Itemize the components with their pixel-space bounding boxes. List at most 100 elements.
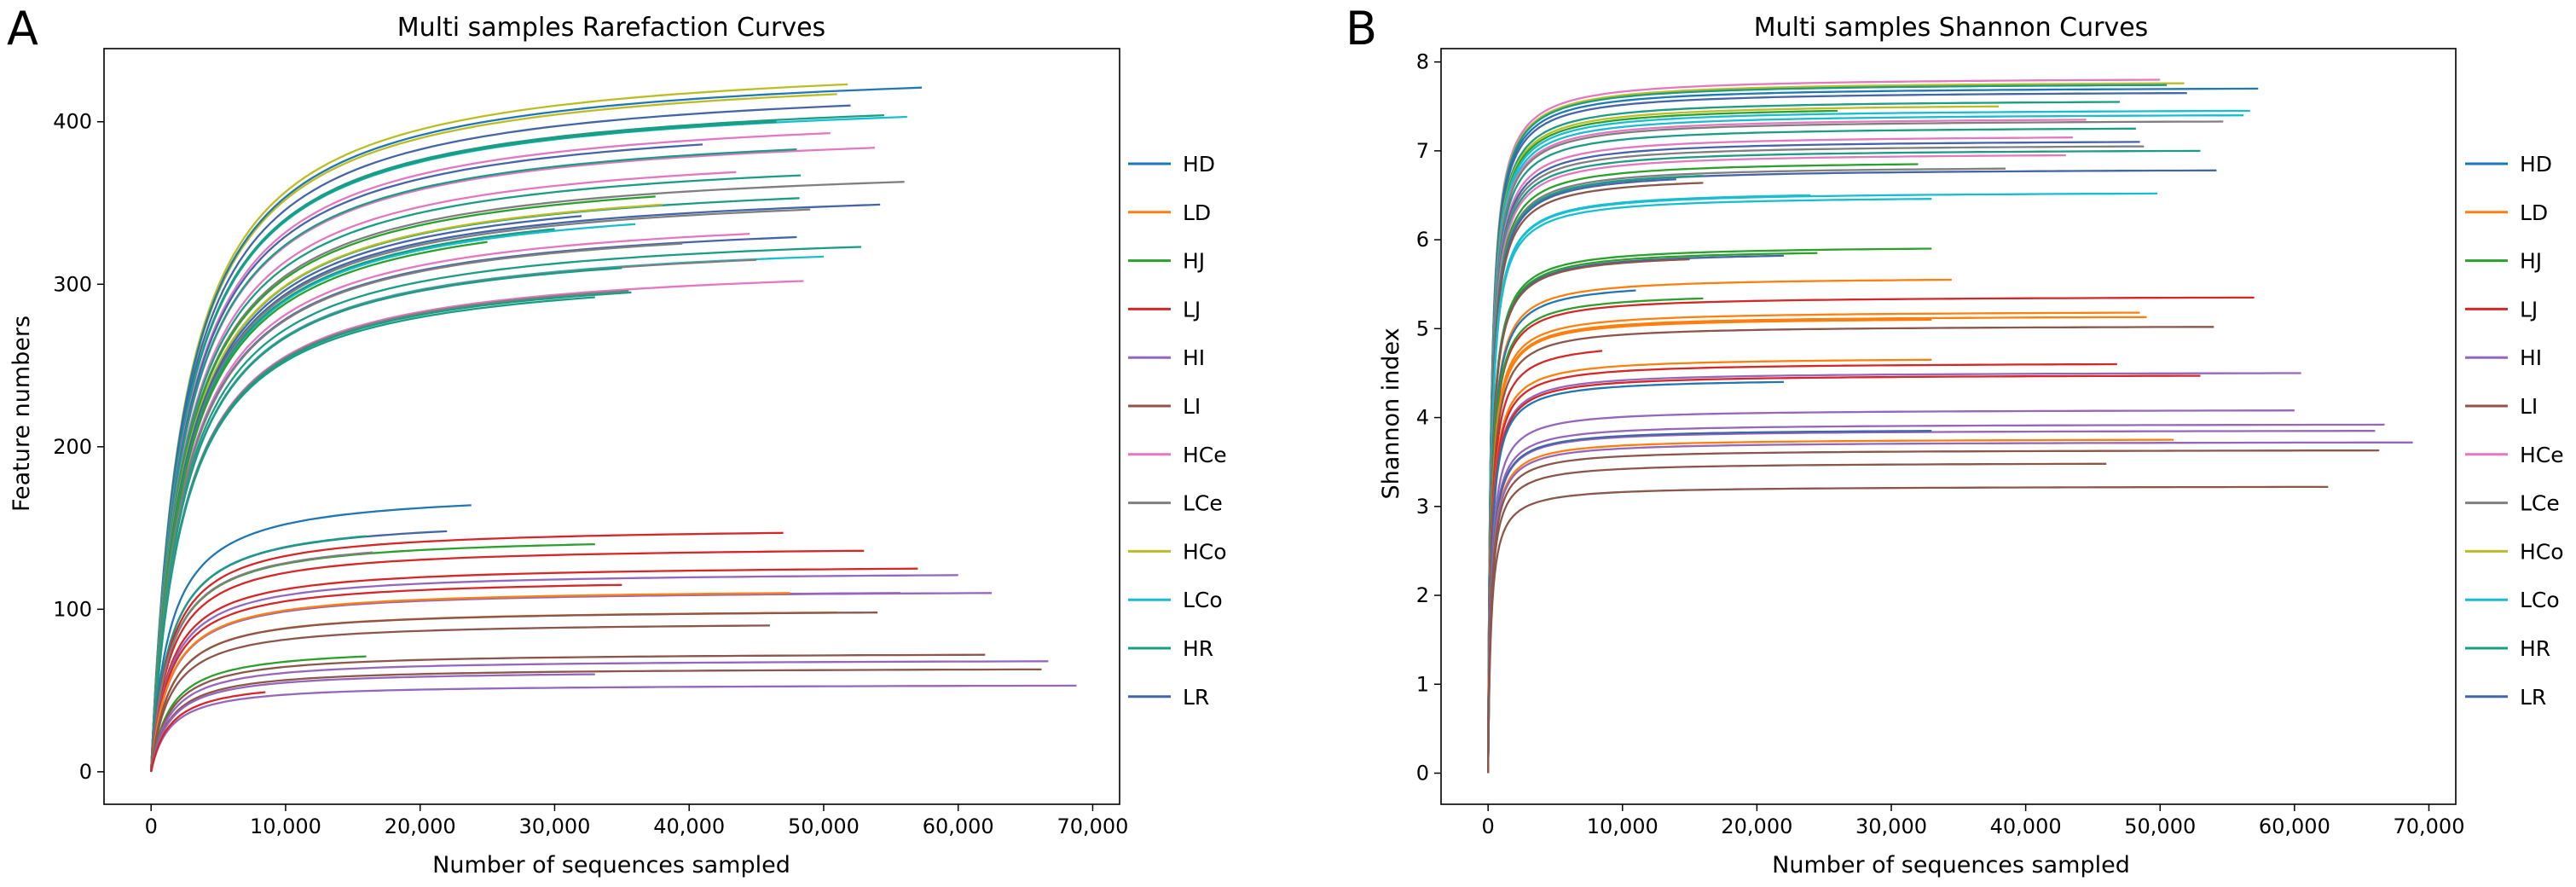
y-tick-label: 8: [1416, 50, 1429, 74]
legend-label-hi: HI: [1183, 345, 1205, 370]
legend-label-hco: HCo: [1183, 539, 1227, 564]
series-line-li: [1487, 449, 2380, 774]
series-line-hr: [1487, 84, 2168, 774]
legend-label-hce: HCe: [1183, 443, 1227, 467]
series-line-ld: [1487, 318, 1932, 774]
x-tick-label: 10,000: [250, 815, 321, 838]
series-line-hi: [150, 660, 1049, 773]
y-tick-label: 4: [1416, 406, 1429, 430]
panel-letter-b: B: [1346, 2, 1377, 55]
x-tick-label: 30,000: [1855, 815, 1927, 838]
legend-label-hj: HJ: [2520, 249, 2542, 274]
x-tick-label: 10,000: [1587, 815, 1658, 838]
series-line-hd: [1487, 289, 1636, 774]
legend-label-hj: HJ: [1183, 249, 1205, 274]
series-line-lr: [150, 235, 797, 773]
x-tick-label: 30,000: [518, 815, 590, 838]
x-tick-label: 20,000: [385, 815, 456, 838]
series-line-ld: [1487, 278, 1952, 774]
series-line-lj: [150, 531, 784, 773]
legend-label-lco: LCo: [1183, 588, 1223, 612]
y-tick-label: 7: [1416, 139, 1429, 163]
series-line-hi: [1487, 430, 2376, 774]
x-tick-label: 0: [145, 815, 158, 838]
series-line-hr: [1487, 149, 2201, 774]
legend-a: HD LD HJ LJ HI LI HCe LCe HCo LCo HR LR: [1128, 152, 1227, 710]
x-tick-label: 50,000: [788, 815, 860, 838]
legend-label-lr: LR: [2520, 685, 2546, 710]
legend-label-lco: LCo: [2520, 588, 2560, 612]
panel-letter-a: A: [7, 2, 38, 55]
y-axis-label-b: Shannon index: [1378, 328, 1404, 499]
series-line-lce: [150, 181, 905, 773]
y-tick-label: 6: [1416, 228, 1429, 252]
legend-label-ld: LD: [1183, 200, 1211, 225]
legend-label-lj: LJ: [1183, 297, 1201, 322]
chart-title-a: Multi samples Rarefaction Curves: [397, 13, 825, 43]
series-line-lr: [1487, 169, 2217, 774]
series-line-hce: [150, 147, 875, 773]
legend-label-hd: HD: [2520, 152, 2552, 177]
series-line-lco: [150, 115, 907, 773]
series-line-lj: [1487, 374, 2201, 774]
series-line-hr: [150, 291, 632, 773]
series-line-ld: [1487, 311, 2140, 774]
panel-b: B Multi samples Shannon Curves Number of…: [1346, 2, 2564, 878]
series-line-li: [1487, 182, 1704, 774]
y-tick-label: 2: [1416, 583, 1429, 607]
series-line-li: [150, 653, 986, 773]
plot-area-b: 0 10,000 20,000 30,000 40,000 50,000 60,000 70,…: [1416, 48, 2464, 838]
series-line-hj: [1487, 252, 1818, 774]
series-line-hr: [150, 120, 777, 773]
series-line-lco: [1487, 198, 1932, 774]
y-tick-label: 100: [53, 597, 92, 621]
y-tick-label: 5: [1416, 316, 1429, 340]
chart-title-b: Multi samples Shannon Curves: [1754, 13, 2149, 43]
series-line-lr: [150, 143, 703, 773]
y-tick-label: 1: [1416, 672, 1429, 696]
series-line-hr: [150, 148, 797, 773]
series-line-hce: [1487, 119, 2087, 774]
series-line-hr: [150, 113, 884, 773]
legend-label-hr: HR: [1183, 636, 1213, 661]
x-tick-label: 50,000: [2124, 815, 2196, 838]
series-line-lj: [150, 691, 266, 773]
legend-label-lj: LJ: [2520, 297, 2538, 322]
series-line-hi: [150, 684, 1077, 773]
x-tick-label: 70,000: [2393, 815, 2464, 838]
x-tick-label: 70,000: [1056, 815, 1128, 838]
legend-label-li: LI: [1183, 394, 1201, 419]
series-group: [1487, 78, 2413, 774]
panel-a: A Multi samples Rarefaction Curves Numbe…: [7, 2, 1227, 878]
series-line-hce: [1487, 136, 2073, 774]
legend-label-lr: LR: [1183, 685, 1209, 710]
series-line-li: [150, 668, 1042, 773]
plot-area-a: 0 10,000 20,000 30,000 40,000 50,000 60,000 70,…: [53, 48, 1128, 838]
series-line-hr: [150, 174, 802, 773]
x-tick-label: 60,000: [2259, 815, 2330, 838]
series-line-hce: [150, 233, 750, 773]
series-line-lr: [1487, 430, 1932, 774]
series-line-li: [150, 624, 770, 773]
series-line-lr: [150, 530, 448, 773]
series-line-li: [1487, 485, 2329, 774]
x-tick-label: 40,000: [1990, 815, 2062, 838]
series-line-hj: [1487, 247, 1932, 774]
legend-label-li: LI: [2520, 394, 2538, 419]
series-line-ld: [150, 592, 790, 773]
series-line-hr: [150, 535, 367, 773]
x-tick-label: 0: [1482, 815, 1495, 838]
series-line-li: [150, 612, 878, 773]
legend-label-hco: HCo: [2520, 539, 2564, 564]
x-axis-label-a: Number of sequences sampled: [432, 852, 790, 878]
axes-frame: [1440, 48, 2457, 805]
x-axis-label-b: Number of sequences sampled: [1772, 852, 2130, 878]
y-tick-label: 400: [53, 110, 92, 134]
series-line-hi: [1487, 441, 2413, 774]
y-tick-label: 200: [53, 435, 92, 459]
series-group: [150, 83, 1077, 773]
x-tick-label: 60,000: [923, 815, 994, 838]
series-line-ld: [1487, 438, 2174, 774]
legend-label-hce: HCe: [2520, 443, 2564, 467]
